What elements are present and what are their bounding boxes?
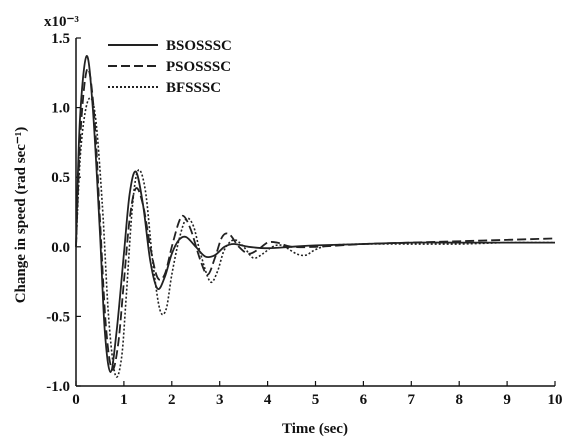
y-tick-label: 0.0 <box>51 240 70 256</box>
legend-label-bsosssc: BSOSSSC <box>166 38 232 54</box>
series-line-bfsssc <box>75 97 556 378</box>
x-tick-label: 0 <box>72 392 80 408</box>
x-tick-label: 6 <box>360 392 368 408</box>
series-line-bsosssc <box>75 55 555 373</box>
y-tick-label: 0.5 <box>51 170 70 186</box>
y-axis-title: Change in speed (rad sec⁻¹) <box>13 127 29 304</box>
x-tick-label: 10 <box>548 392 563 408</box>
x-tick-label: 3 <box>216 392 224 408</box>
x-tick-label: 8 <box>455 392 463 408</box>
legend: BSOSSSC PSOSSSC BFSSSC <box>108 38 232 96</box>
x-tick-label: 2 <box>168 392 176 408</box>
y-tick-label: 1.5 <box>51 31 70 47</box>
x-tick-label: 7 <box>408 392 416 408</box>
x-tick-label: 1 <box>120 392 128 408</box>
legend-label-bfsssc: BFSSSC <box>166 80 221 96</box>
y-tick-label: -1.0 <box>46 379 70 395</box>
y-axis-ticks: 1.5 1.0 0.5 0.0 -0.5 -1.0 <box>46 31 81 395</box>
x-tick-label: 4 <box>264 392 272 408</box>
y-tick-label: -0.5 <box>46 309 70 325</box>
series-layer <box>75 55 556 378</box>
y-multiplier-label: x10⁻³ <box>44 14 79 30</box>
x-tick-label: 9 <box>503 392 511 408</box>
x-tick-label: 5 <box>312 392 320 408</box>
x-axis-ticks: 0 1 2 3 4 5 6 7 8 9 10 <box>72 381 563 408</box>
series-line-psosssc <box>75 67 556 371</box>
x-axis-title: Time (sec) <box>282 421 348 437</box>
y-tick-label: 1.0 <box>51 101 70 117</box>
legend-label-psosssc: PSOSSSC <box>166 59 231 75</box>
